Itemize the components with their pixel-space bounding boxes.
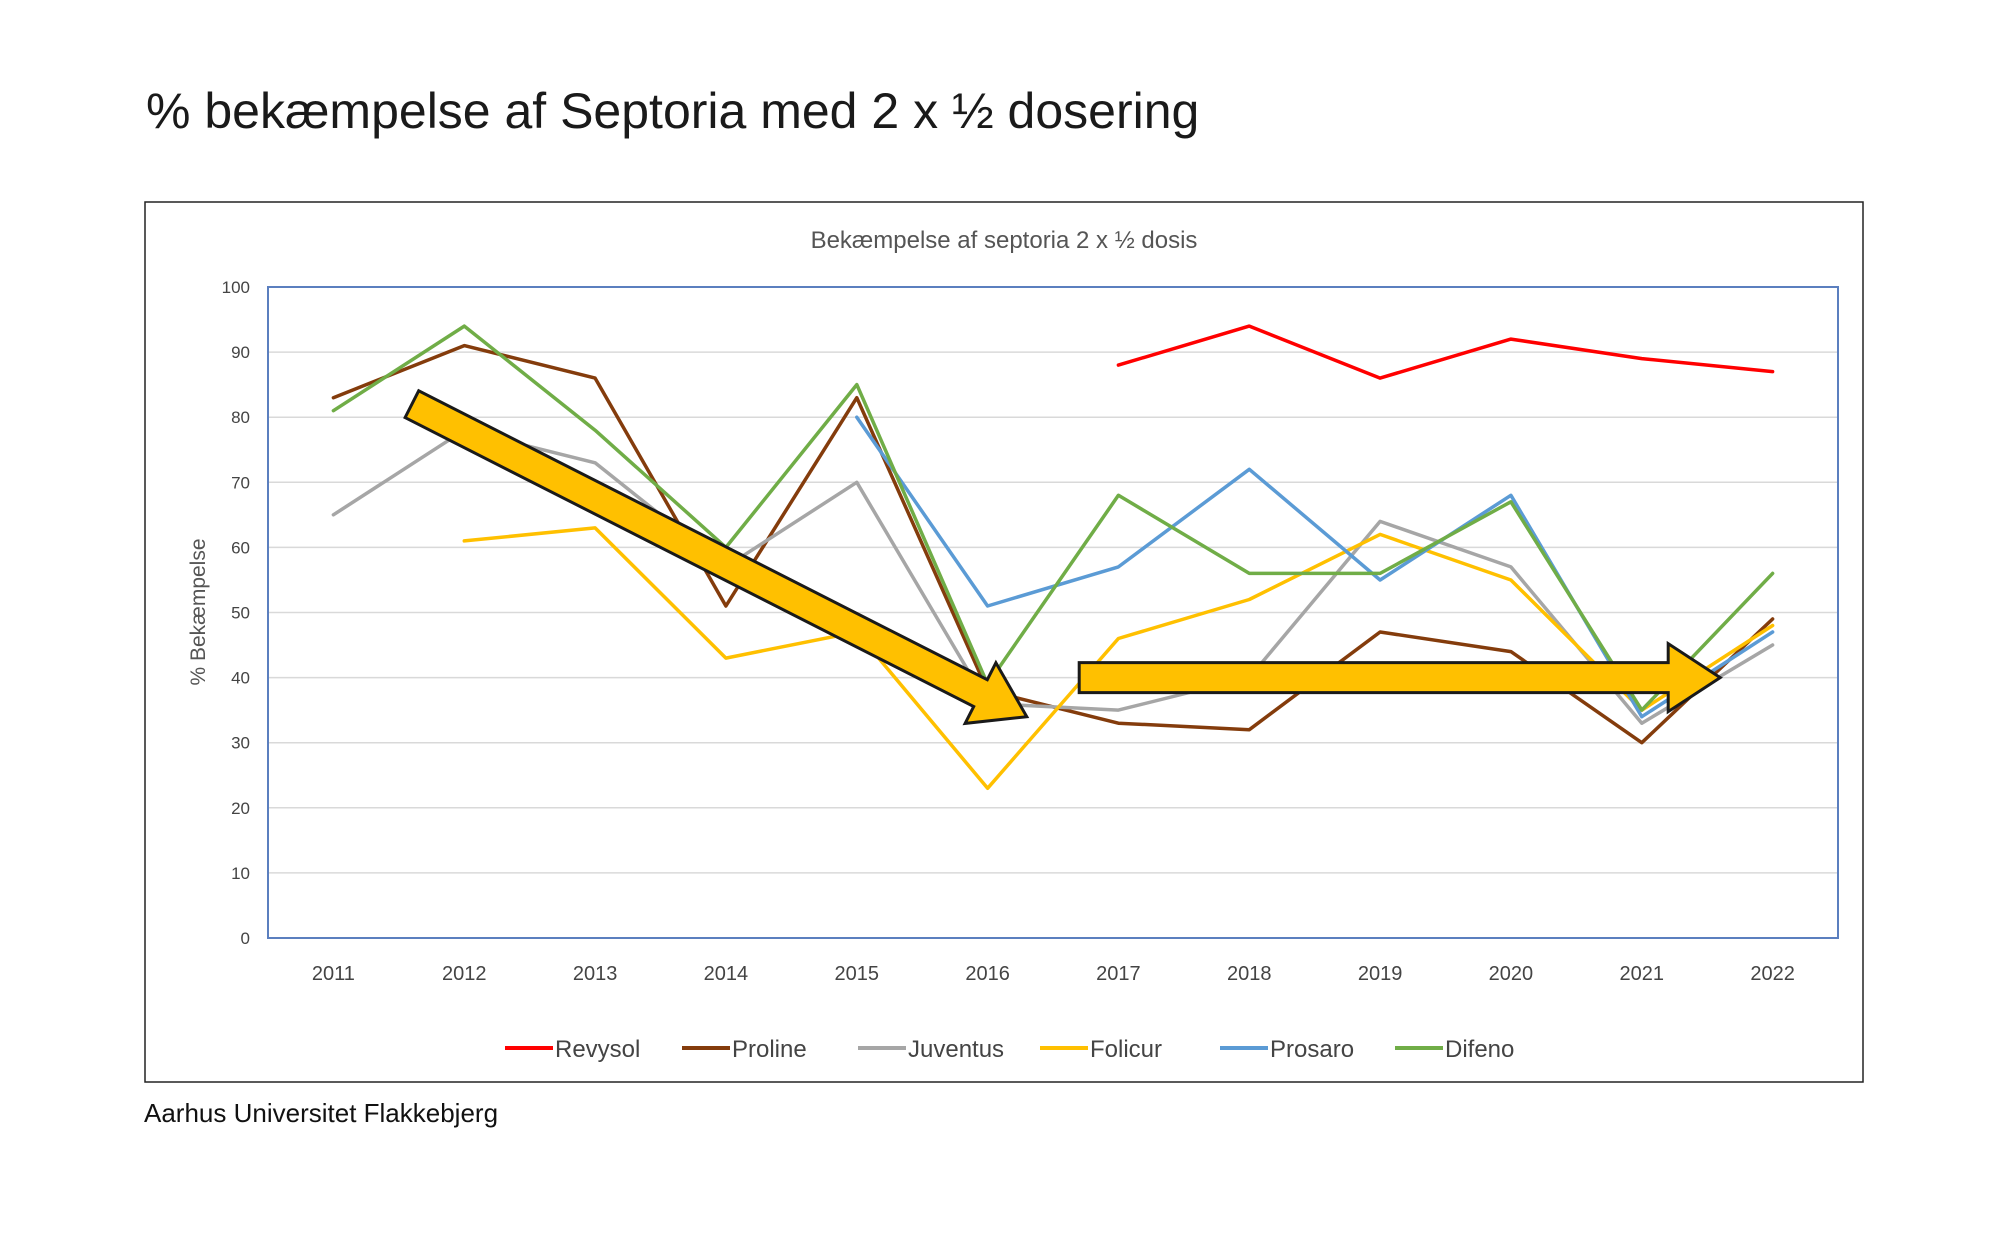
legend-label-proline: Proline	[732, 1036, 807, 1063]
x-tick-label: 2011	[312, 963, 355, 985]
series-line-juventus	[331, 428, 1775, 725]
grid-lines	[268, 351, 1838, 874]
y-tick-label: 90	[231, 343, 250, 362]
y-tick-label: 50	[231, 604, 250, 623]
x-tick-label: 2021	[1620, 963, 1665, 985]
legend-label-difeno: Difeno	[1445, 1036, 1514, 1063]
x-tick-label: 2013	[573, 963, 618, 985]
x-tick-label: 2020	[1489, 963, 1534, 985]
x-tick-label: 2018	[1227, 963, 1272, 985]
footer-source: Aarhus Universitet Flakkebjerg	[144, 1098, 499, 1128]
series-line-folicur	[462, 526, 1775, 791]
chart-frame	[144, 201, 1864, 1083]
y-tick-label: 70	[231, 473, 250, 492]
y-tick-label: 0	[241, 929, 250, 948]
y-tick-label: 20	[231, 799, 250, 818]
plot-area-border	[267, 286, 1839, 939]
series-line-difeno	[331, 324, 1775, 712]
x-tick-label: 2019	[1358, 963, 1403, 985]
y-axis-label: % Bekæmpelse	[187, 538, 210, 685]
y-tick-label: 60	[231, 538, 250, 557]
chart-title: Bekæmpelse af septoria 2 x ½ dosis	[811, 227, 1198, 254]
series-line-revysol	[1116, 324, 1775, 380]
trend-arrow-down-right	[403, 388, 1030, 726]
x-tick-label: 2012	[442, 963, 487, 985]
slide-title: % bekæmpelse af Septoria med 2 x ½ doser…	[146, 83, 1200, 139]
y-tick-label: 30	[231, 734, 250, 753]
legend-label-prosaro: Prosaro	[1270, 1036, 1354, 1063]
x-tick-label: 2016	[965, 963, 1010, 985]
legend-label-revysol: Revysol	[555, 1036, 640, 1063]
y-tick-label: 100	[222, 278, 250, 297]
y-tick-label: 40	[231, 669, 250, 688]
y-tick-label: 10	[231, 864, 250, 883]
legend-label-juventus: Juventus	[908, 1036, 1004, 1063]
x-tick-label: 2015	[835, 963, 880, 985]
y-tick-label: 80	[231, 408, 250, 427]
x-axis-ticks: 2011 2012 2013 2014 2015 2016 2017 2018 2019 2020…	[312, 963, 1795, 985]
legend-label-folicur: Folicur	[1090, 1036, 1162, 1063]
trend-arrows	[403, 388, 1723, 726]
legend: Revysol Proline Juventus Folicur Prosaro Dife…	[505, 1036, 1514, 1063]
x-tick-label: 2017	[1096, 963, 1141, 985]
y-axis-ticks: 0 10 20 30 40 50 60 70 80 90 100	[222, 278, 250, 948]
x-tick-label: 2022	[1750, 963, 1795, 985]
trend-arrow-right	[1077, 640, 1723, 715]
x-tick-label: 2014	[704, 963, 749, 985]
